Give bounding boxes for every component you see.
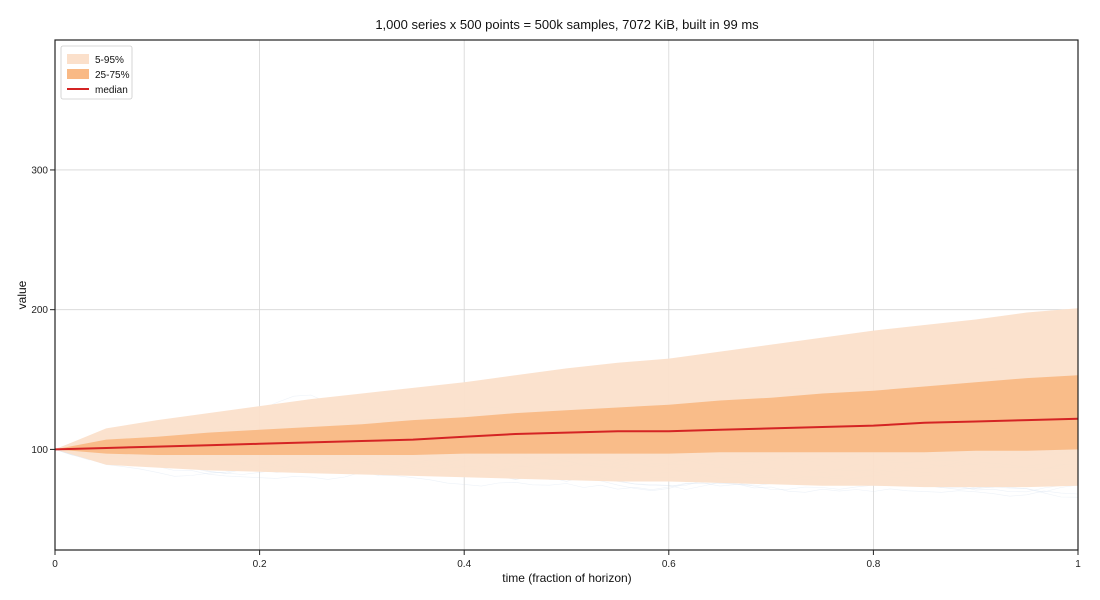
median-layer	[54, 417, 1079, 451]
y-tick-label: 300	[31, 165, 48, 176]
chart-title: 1,000 series x 500 points = 500k samples…	[375, 17, 759, 32]
x-tick-label: 0.4	[457, 559, 471, 570]
y-axis: 100 200 300	[31, 165, 55, 456]
legend-label-median: median	[95, 85, 128, 96]
plot-frame	[54, 39, 1079, 551]
y-tick-label: 200	[31, 305, 48, 316]
legend-swatch-inner	[67, 69, 89, 79]
legend-swatch-outer	[67, 54, 89, 64]
legend-label-inner: 25-75%	[95, 70, 130, 81]
x-tick-label: 0.2	[253, 559, 267, 570]
x-tick-label: 0.8	[866, 559, 880, 570]
legend: 5-95% 25-75% median	[60, 45, 133, 100]
y-axis-label: value	[15, 280, 29, 309]
x-tick-label: 0.6	[662, 559, 676, 570]
legend-label-outer: 5-95%	[95, 55, 124, 66]
plot-area	[54, 39, 1079, 551]
x-tick-label: 0	[52, 559, 58, 570]
band-25-75%	[55, 375, 1078, 455]
y-tick-label: 100	[31, 445, 48, 456]
median-line	[54, 417, 1079, 451]
x-axis: 0 0.2 0.4 0.6 0.8 1	[52, 550, 1081, 570]
x-tick-label: 1	[1075, 559, 1081, 570]
x-axis-label: time (fraction of horizon)	[502, 571, 631, 585]
